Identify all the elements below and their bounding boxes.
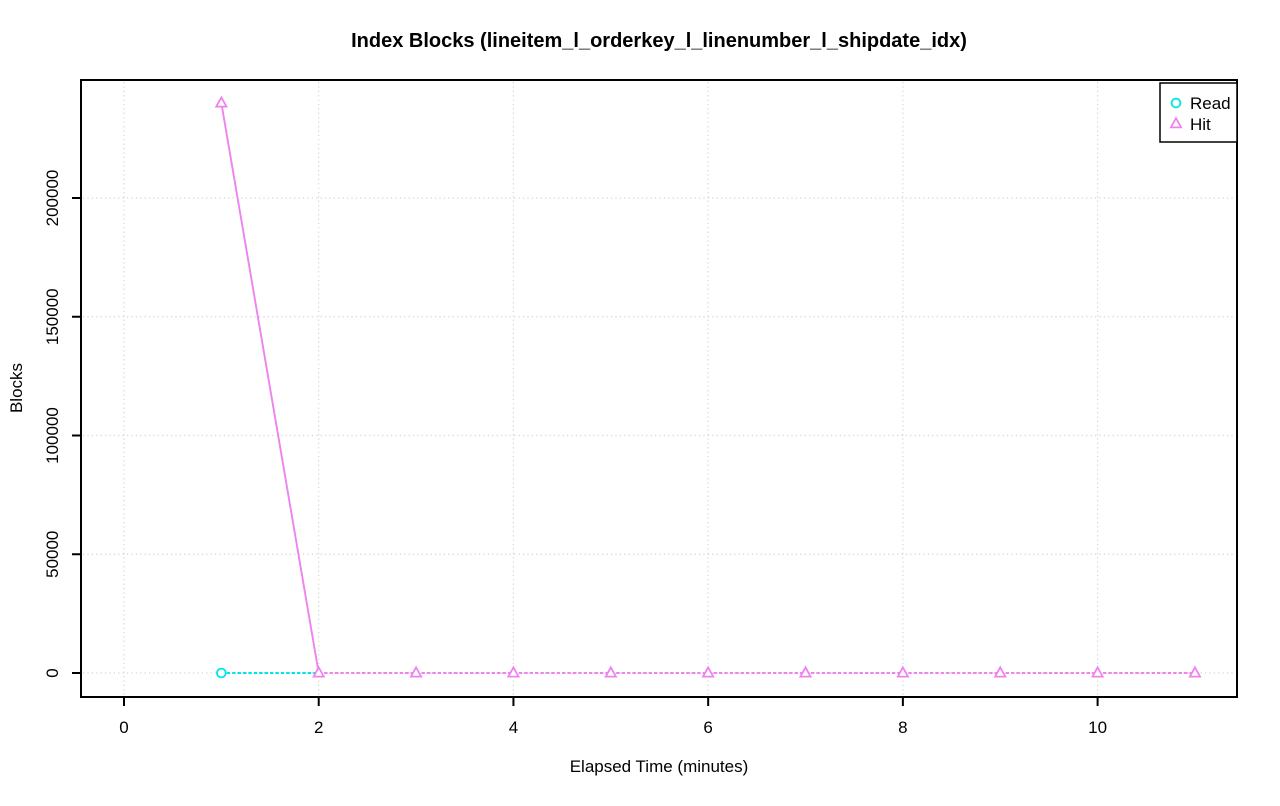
legend-label-hit: Hit [1190,115,1211,134]
legend-box [1159,82,1238,143]
y-tick-label: 100000 [43,407,62,464]
chart-title: Index Blocks (lineitem_l_orderkey_l_line… [351,30,967,52]
hit-point-marker [701,665,715,678]
hit-point-marker [798,665,813,678]
legend-read-marker-icon [1170,97,1182,109]
y-tick-label: 50000 [43,531,62,578]
x-tick-label: 2 [314,718,323,737]
y-axis-label: Blocks [7,363,26,413]
x-tick-label: 0 [119,718,128,737]
hit-point-marker [604,665,618,678]
hit-point-marker [1188,665,1202,678]
x-tick-label: 4 [509,718,518,737]
x-axis-label: Elapsed Time (minutes) [570,757,749,776]
read-point-marker [216,667,227,679]
y-tick-label: 200000 [43,170,62,227]
hit-point-marker [896,665,910,678]
y-tick-label: 150000 [43,288,62,345]
hit-point-marker [312,665,326,678]
legend-label-read: Read [1190,94,1231,113]
hit-point-marker [506,665,521,678]
x-axis: 0 2 4 6 8 10 [119,697,1107,737]
legend-hit-marker-icon [1169,116,1183,129]
y-axis: 0 50000 100000 150000 200000 [43,170,81,678]
series-lines [220,102,1195,674]
x-tick-label: 10 [1088,718,1107,737]
x-tick-label: 6 [703,718,712,737]
hit-point-marker [409,665,423,678]
hit-point-marker [993,665,1007,678]
y-tick-label: 0 [43,668,62,677]
plot-border [80,79,1238,698]
hit-line-segment [220,102,320,674]
x-tick-label: 8 [898,718,907,737]
legend: Read Hit [1159,82,1238,143]
hit-point-marker [214,95,228,108]
hit-point-marker [1090,665,1105,678]
series-markers [214,95,1202,679]
gridlines [83,82,1235,695]
